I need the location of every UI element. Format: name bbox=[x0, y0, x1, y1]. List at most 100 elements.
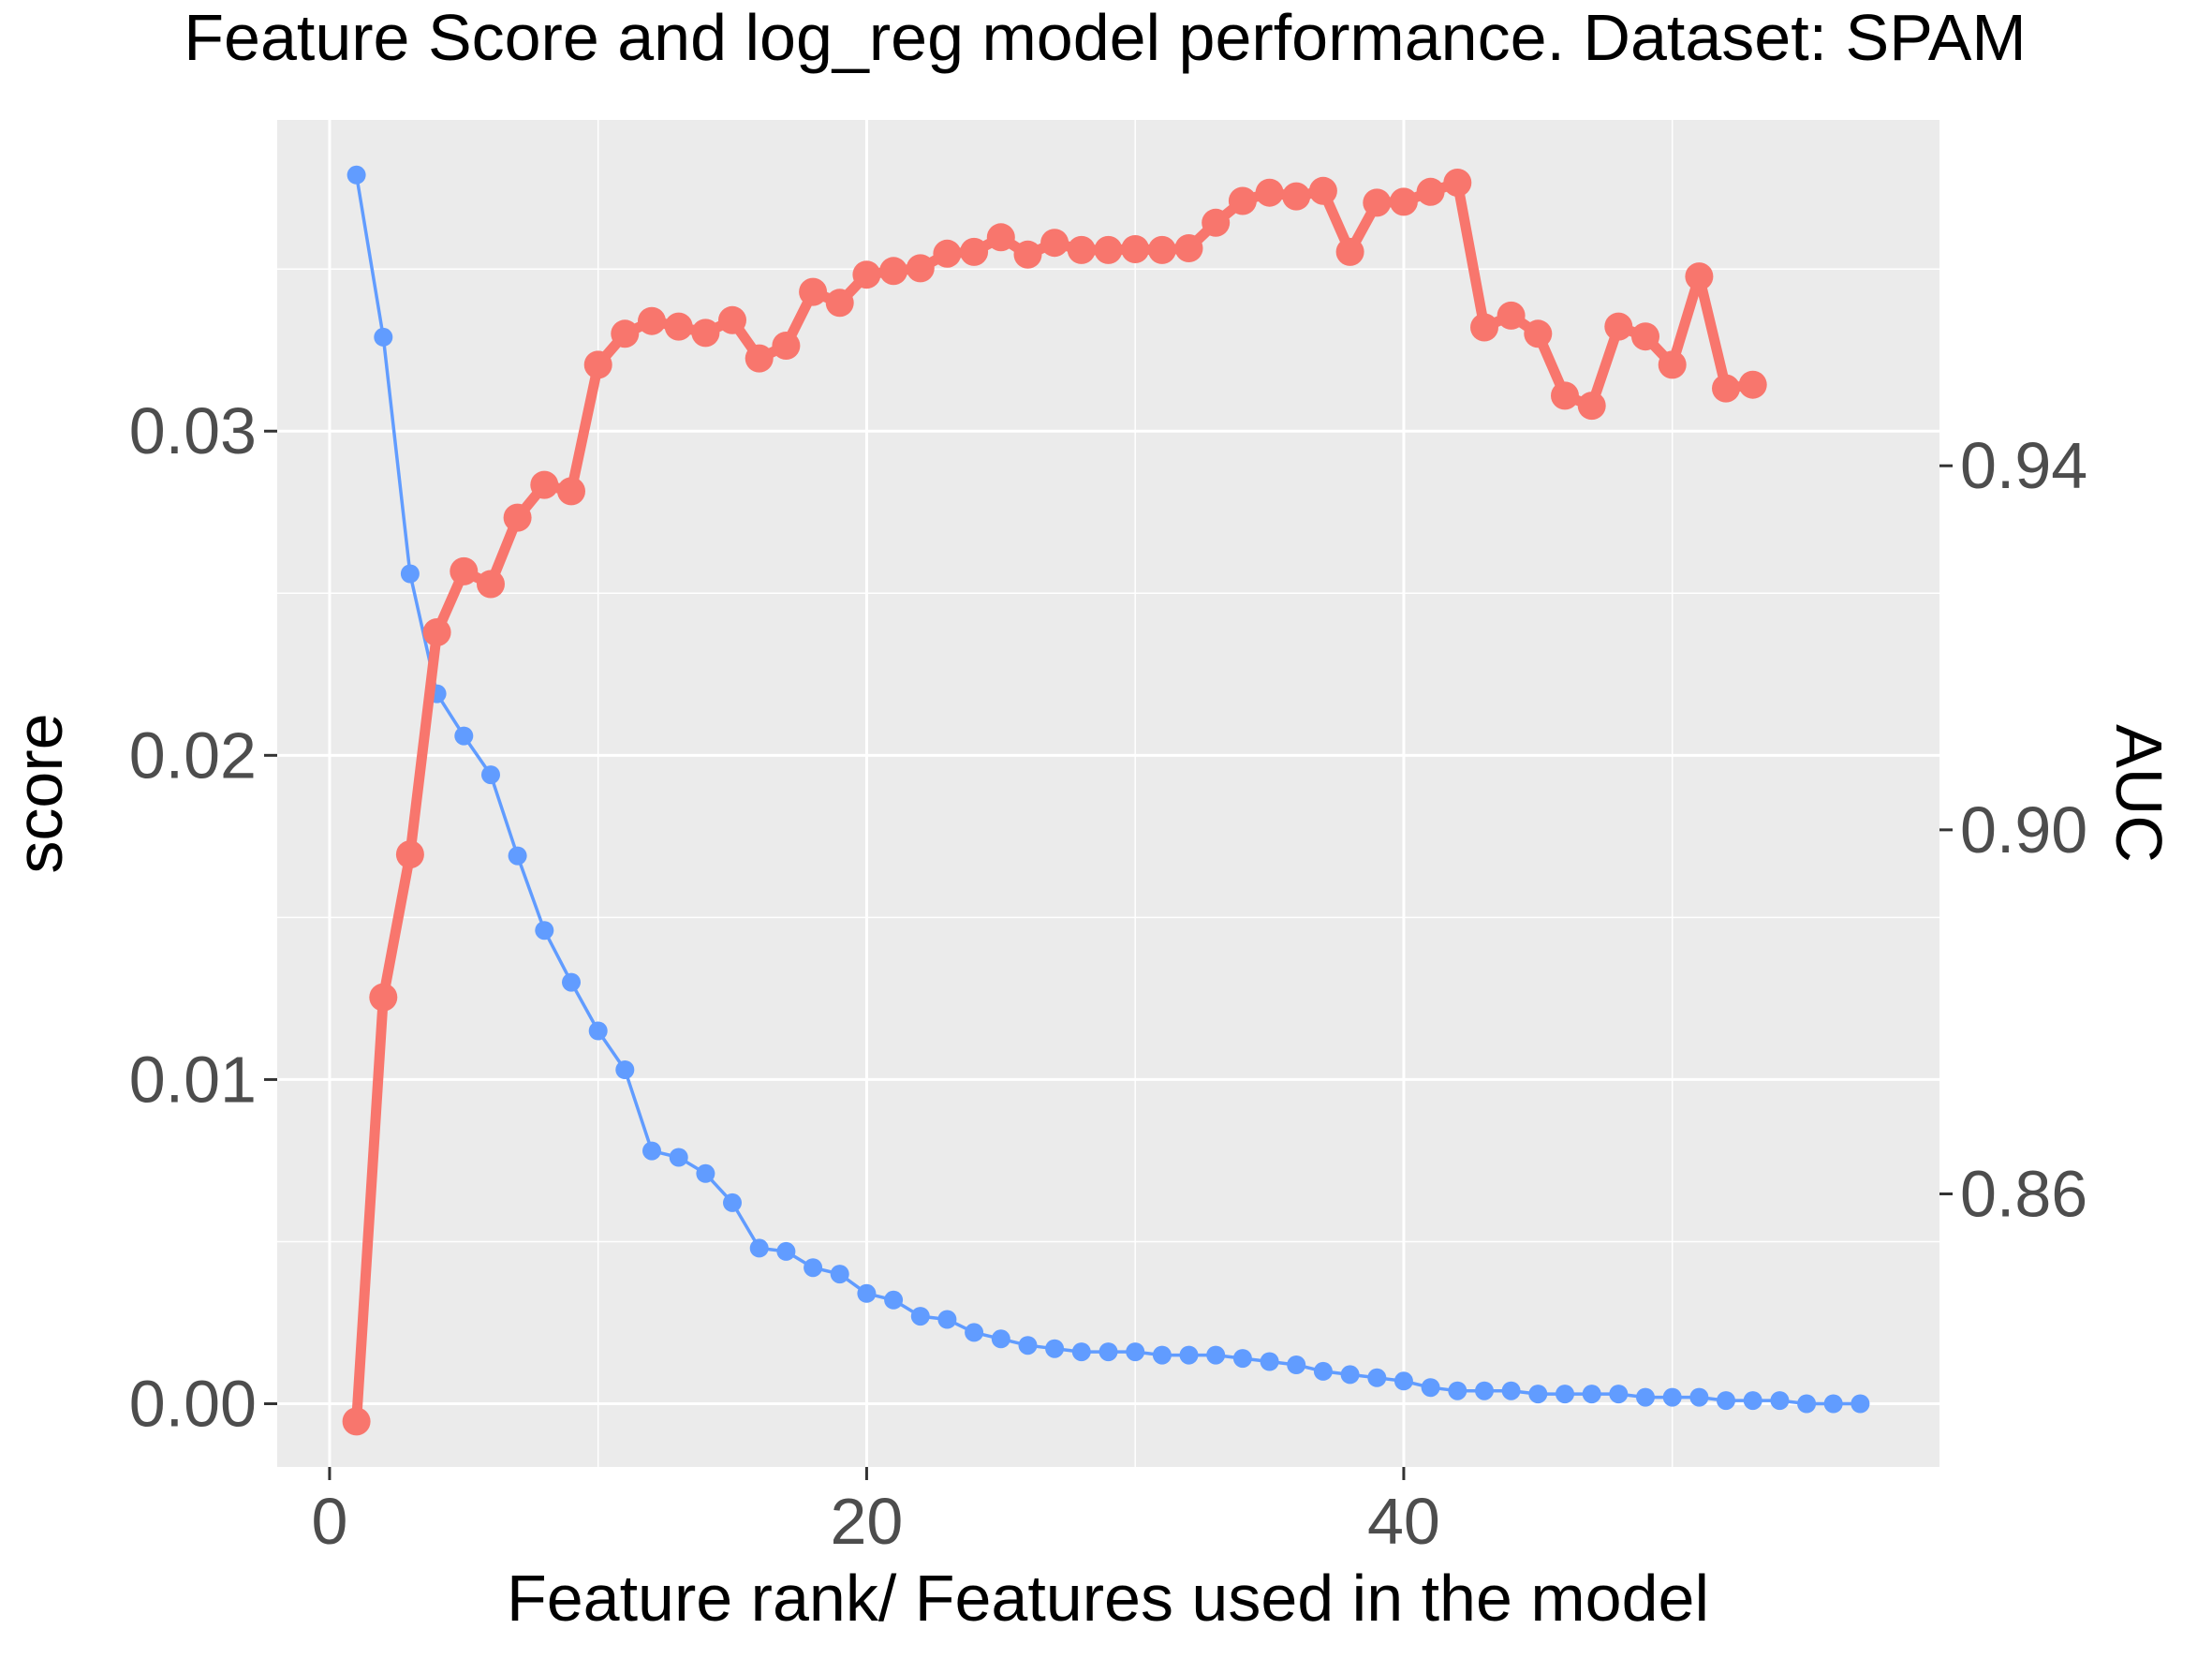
auc-data-point bbox=[611, 319, 640, 348]
auc-data-point bbox=[1577, 392, 1606, 421]
auc-data-point bbox=[772, 332, 801, 360]
score-data-point bbox=[965, 1323, 984, 1342]
auc-data-point bbox=[1712, 374, 1740, 403]
y-tick-label-left: 0.01 bbox=[129, 1043, 257, 1116]
chart-title: Feature Score and log_reg model performa… bbox=[184, 1, 2027, 74]
auc-data-point bbox=[1738, 370, 1767, 399]
score-data-point bbox=[1367, 1368, 1387, 1387]
score-data-point bbox=[1797, 1394, 1817, 1414]
auc-data-point bbox=[583, 350, 612, 379]
score-data-point bbox=[615, 1060, 635, 1079]
score-data-point bbox=[669, 1148, 688, 1167]
score-data-point bbox=[1448, 1381, 1467, 1400]
score-data-point bbox=[884, 1290, 904, 1310]
score-data-point bbox=[1152, 1345, 1172, 1365]
score-data-point bbox=[642, 1141, 661, 1161]
y-axis-title-left: score bbox=[3, 713, 76, 873]
axis-ticks bbox=[264, 429, 1953, 1480]
tick-labels: 0 20 40 0.00 0.01 0.02 0.03 0.86 0.90 0.94 bbox=[129, 394, 2088, 1558]
auc-data-point bbox=[852, 260, 881, 289]
auc-data-point bbox=[1389, 187, 1418, 216]
score-data-point bbox=[1126, 1342, 1145, 1362]
auc-data-point bbox=[342, 1407, 371, 1436]
score-data-point bbox=[937, 1310, 957, 1329]
score-data-point bbox=[749, 1238, 769, 1258]
auc-data-point bbox=[825, 289, 854, 318]
auc-data-point bbox=[664, 312, 693, 341]
auc-data-point bbox=[1497, 301, 1526, 330]
score-data-point bbox=[1475, 1381, 1494, 1400]
auc-data-point bbox=[477, 570, 505, 599]
score-data-point bbox=[1743, 1391, 1762, 1411]
auc-data-point bbox=[395, 840, 424, 869]
auc-data-point bbox=[1685, 262, 1714, 291]
score-data-point bbox=[1071, 1342, 1091, 1362]
score-data-point bbox=[857, 1283, 877, 1303]
y-tick-label-left: 0.00 bbox=[129, 1368, 257, 1441]
auc-data-point bbox=[557, 477, 585, 506]
auc-data-point bbox=[1121, 235, 1150, 263]
score-data-point bbox=[508, 846, 527, 866]
score-data-point bbox=[1717, 1391, 1735, 1411]
auc-data-point bbox=[1040, 229, 1069, 258]
auc-data-point bbox=[691, 318, 720, 348]
y-tick-label-left: 0.02 bbox=[129, 718, 257, 792]
auc-data-point bbox=[986, 223, 1015, 252]
auc-data-point bbox=[960, 237, 989, 266]
auc-data-point bbox=[1658, 350, 1687, 379]
y-tick-label-right: 0.94 bbox=[1960, 429, 2087, 502]
score-data-point bbox=[454, 726, 474, 746]
score-data-point bbox=[1421, 1378, 1440, 1398]
score-data-point bbox=[1179, 1345, 1199, 1365]
auc-data-point bbox=[1255, 178, 1284, 207]
x-tick-label: 0 bbox=[311, 1485, 347, 1558]
score-data-point bbox=[1609, 1385, 1629, 1404]
plot-panel bbox=[277, 120, 1939, 1467]
score-data-point bbox=[400, 564, 420, 584]
auc-data-point bbox=[1604, 312, 1633, 341]
score-data-point bbox=[776, 1241, 796, 1261]
auc-data-point bbox=[1631, 322, 1659, 351]
auc-data-point bbox=[1524, 319, 1553, 348]
score-data-point bbox=[1582, 1385, 1601, 1404]
score-data-point bbox=[1823, 1394, 1843, 1414]
auc-data-point bbox=[530, 470, 559, 499]
score-data-point bbox=[562, 972, 581, 992]
auc-data-point bbox=[1416, 177, 1445, 206]
score-data-point bbox=[1556, 1385, 1574, 1404]
major-gridlines bbox=[277, 120, 1939, 1467]
score-data-point bbox=[535, 921, 554, 941]
auc-data-point bbox=[1174, 234, 1203, 262]
auc-data-point bbox=[879, 257, 908, 286]
auc-data-point bbox=[450, 556, 479, 585]
auc-data-point bbox=[799, 277, 828, 306]
score-data-point bbox=[1394, 1371, 1413, 1391]
auc-data-point bbox=[1551, 381, 1579, 410]
auc-data-point bbox=[718, 305, 746, 334]
score-data-point bbox=[1662, 1387, 1682, 1407]
score-data-point bbox=[1045, 1339, 1065, 1358]
score-data-point bbox=[1340, 1365, 1360, 1385]
auc-data-point bbox=[745, 344, 774, 373]
auc-data-point bbox=[1335, 237, 1364, 266]
score-data-point bbox=[347, 165, 366, 185]
score-data-point bbox=[723, 1192, 742, 1212]
score-data-point bbox=[1232, 1349, 1252, 1369]
score-data-point bbox=[374, 327, 393, 347]
score-data-point bbox=[1018, 1336, 1038, 1355]
auc-data-point bbox=[1202, 208, 1231, 237]
score-data-point bbox=[1851, 1394, 1870, 1414]
score-data-point bbox=[588, 1021, 608, 1041]
auc-data-point bbox=[1094, 235, 1123, 264]
score-data-point bbox=[1260, 1352, 1279, 1371]
auc-data-point bbox=[638, 306, 666, 335]
score-data-point bbox=[1528, 1385, 1548, 1404]
auc-data-point bbox=[1443, 169, 1472, 197]
score-data-point bbox=[1206, 1345, 1226, 1365]
minor-gridlines bbox=[277, 120, 1939, 1467]
score-data-point bbox=[804, 1258, 823, 1278]
x-axis-title: Feature rank/ Features used in the model bbox=[507, 1562, 1709, 1635]
score-data-point bbox=[696, 1163, 715, 1183]
series-layer bbox=[342, 165, 1870, 1436]
